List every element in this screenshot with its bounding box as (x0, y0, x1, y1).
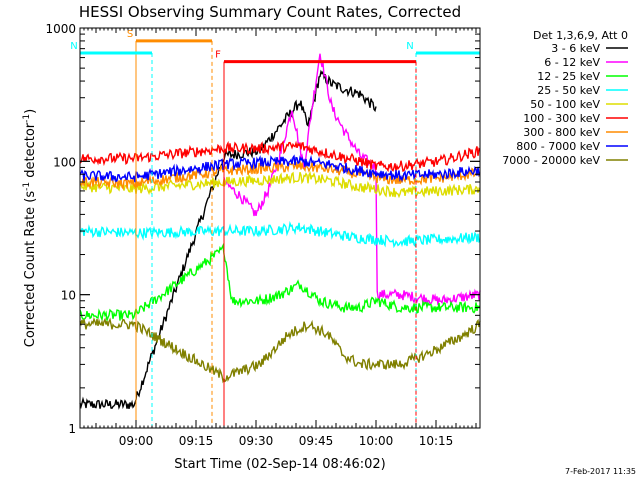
series-50-100-kev (79, 171, 481, 199)
x-axis-ticks: 09:00 09:15 09:30 09:45 10:00 10:15 (83, 28, 477, 448)
y-axis-ticks: 1 10 100 1000 (45, 22, 480, 436)
legend-label-12-25-kev: 12 - 25 keV (537, 70, 600, 83)
x-tick-label-09-00: 09:00 (119, 434, 154, 448)
series-800-7000-kev (79, 154, 481, 183)
y-axis-label-main: Corrected Count Rate (s (23, 191, 38, 348)
x-tick-label-10-15: 10:15 (419, 434, 454, 448)
legend-label-7000-20000-kev: 7000 - 20000 keV (502, 154, 600, 167)
legend-label-800-7000-kev: 800 - 7000 keV (516, 140, 600, 153)
interval-label-n-1: N (70, 41, 77, 52)
chart-title: HESSI Observing Summary Count Rates, Cor… (79, 3, 461, 21)
x-tick-label-09-30: 09:30 (239, 434, 274, 448)
series-100-300-kev (79, 140, 481, 173)
legend-label-50-100-kev: 50 - 100 keV (530, 98, 600, 111)
y-axis-label-sup2: -1 (22, 114, 32, 123)
series-25-50-kev (79, 220, 481, 249)
x-tick-label-09-15: 09:15 (179, 434, 214, 448)
series-7000-20000-kev (79, 316, 481, 384)
x-tick-label-10-00: 10:00 (359, 434, 394, 448)
interval-label-f-3: F (215, 50, 221, 61)
legend-label-300-800-kev: 300 - 800 keV (523, 126, 600, 139)
y-axis-label: Corrected Count Rate (s-1 detector-1) (22, 109, 38, 347)
interval-layer: S N N F (70, 29, 480, 428)
footer-timestamp: 7-Feb-2017 11:35 (565, 467, 636, 476)
y-tick-label-10: 10 (61, 289, 76, 303)
x-tick-label-09-45: 09:45 (299, 434, 334, 448)
y-tick-label-100: 100 (53, 155, 76, 169)
legend-label-3-6-kev: 3 - 6 keV (551, 42, 600, 55)
interval-label-n-2: N (406, 41, 413, 52)
series-6-12-kev (223, 53, 481, 306)
y-axis-label-sup1: -1 (22, 182, 32, 191)
legend-label-100-300-kev: 100 - 300 keV (523, 112, 600, 125)
y-tick-label-1: 1 (68, 422, 76, 436)
legend-label-6-12-kev: 6 - 12 keV (544, 56, 600, 69)
y-tick-label-1000: 1000 (45, 22, 76, 36)
x-axis-label: Start Time (02-Sep-14 08:46:02) (174, 457, 385, 472)
legend-title: Det 1,3,6,9, Att 0 (533, 29, 628, 42)
legend-label-25-50-kev: 25 - 50 keV (537, 84, 600, 97)
y-axis-label-mid: detector (23, 122, 38, 182)
y-axis-label-end: ) (23, 109, 38, 114)
interval-label-s-0: S (127, 29, 133, 40)
series-layer (79, 53, 481, 410)
series-12-25-kev (79, 243, 481, 322)
